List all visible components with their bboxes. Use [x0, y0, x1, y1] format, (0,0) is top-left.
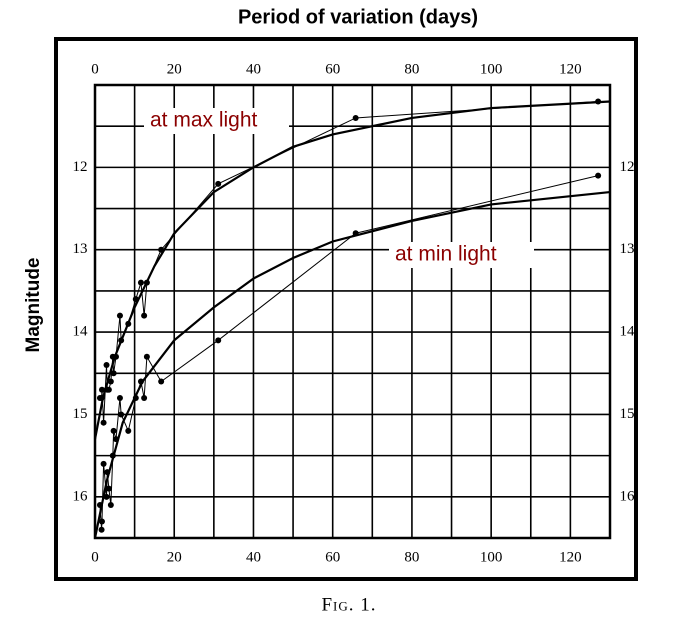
x-tick-label-bottom: 60 [325, 549, 340, 565]
series-label-bg [144, 108, 289, 134]
data-point [215, 337, 222, 344]
data-point [98, 394, 105, 401]
y-tick-label-left: 12 [73, 159, 88, 175]
data-point [100, 460, 107, 467]
caption: Fig. 1. [321, 594, 376, 615]
x-tick-label-top: 100 [480, 61, 503, 77]
data-point [116, 312, 123, 319]
data-point [143, 353, 150, 360]
plot-frame [93, 83, 612, 540]
y-tick-label-right: 14 [620, 324, 636, 340]
data-point [125, 427, 132, 434]
data-point [96, 502, 103, 509]
data-point [141, 312, 148, 319]
y-tick-label-left: 16 [73, 488, 89, 504]
fit-curve [93, 100, 611, 440]
data-point [595, 98, 602, 105]
series-label: at min light [395, 243, 497, 266]
data-point [132, 296, 139, 303]
y-axis-label: Magnitude [23, 258, 44, 353]
y-tick-label-left: 13 [73, 241, 88, 257]
series-line [99, 175, 599, 530]
outer-frame [54, 37, 638, 581]
x-tick-label-top: 120 [559, 61, 582, 77]
x-tick-label-bottom: 120 [559, 549, 582, 565]
data-point [98, 526, 105, 533]
x-tick-label-top: 0 [91, 61, 99, 77]
data-point [110, 370, 117, 377]
x-tick-label-top: 40 [246, 61, 261, 77]
data-point [132, 394, 139, 401]
data-point [158, 246, 165, 253]
data-point [118, 337, 125, 344]
series-line [99, 100, 599, 423]
data-point [107, 378, 114, 385]
series-label-bg [389, 242, 534, 268]
data-point [125, 320, 132, 327]
y-tick-label-right: 15 [620, 406, 635, 422]
data-point [118, 411, 125, 418]
data-point [98, 518, 105, 525]
data-point [105, 386, 112, 393]
data-point [100, 419, 107, 426]
y-tick-label-right: 12 [620, 159, 635, 175]
y-tick-label-left: 15 [73, 406, 88, 422]
data-point [109, 452, 116, 459]
data-point [158, 378, 165, 385]
x-tick-label-top: 60 [325, 61, 340, 77]
chart-title: Period of variation (days) [238, 6, 478, 28]
data-point [110, 427, 117, 434]
data-point [105, 485, 112, 492]
data-point [137, 378, 144, 385]
x-tick-label-bottom: 100 [480, 549, 503, 565]
data-point [107, 502, 114, 509]
data-point [112, 436, 119, 443]
data-point [104, 469, 111, 476]
x-tick-label-bottom: 0 [91, 549, 99, 565]
y-tick-label-right: 13 [620, 241, 635, 257]
data-point [137, 279, 144, 286]
data-point [116, 394, 123, 401]
data-point [595, 172, 602, 179]
x-tick-label-top: 80 [404, 61, 419, 77]
fit-curve [93, 190, 611, 539]
series-label: at max light [150, 109, 258, 132]
data-point [103, 493, 110, 500]
data-point [215, 180, 222, 187]
y-tick-label-right: 16 [620, 488, 636, 504]
x-tick-label-bottom: 80 [404, 549, 419, 565]
data-point [112, 353, 119, 360]
data-point [352, 230, 359, 237]
data-point [98, 386, 105, 393]
x-tick-label-bottom: 40 [246, 549, 261, 565]
x-tick-label-top: 20 [167, 61, 182, 77]
data-point [103, 362, 110, 369]
x-tick-label-bottom: 20 [167, 549, 182, 565]
data-point [141, 394, 148, 401]
y-tick-label-left: 14 [73, 324, 89, 340]
data-point [143, 279, 150, 286]
data-point [352, 114, 359, 121]
